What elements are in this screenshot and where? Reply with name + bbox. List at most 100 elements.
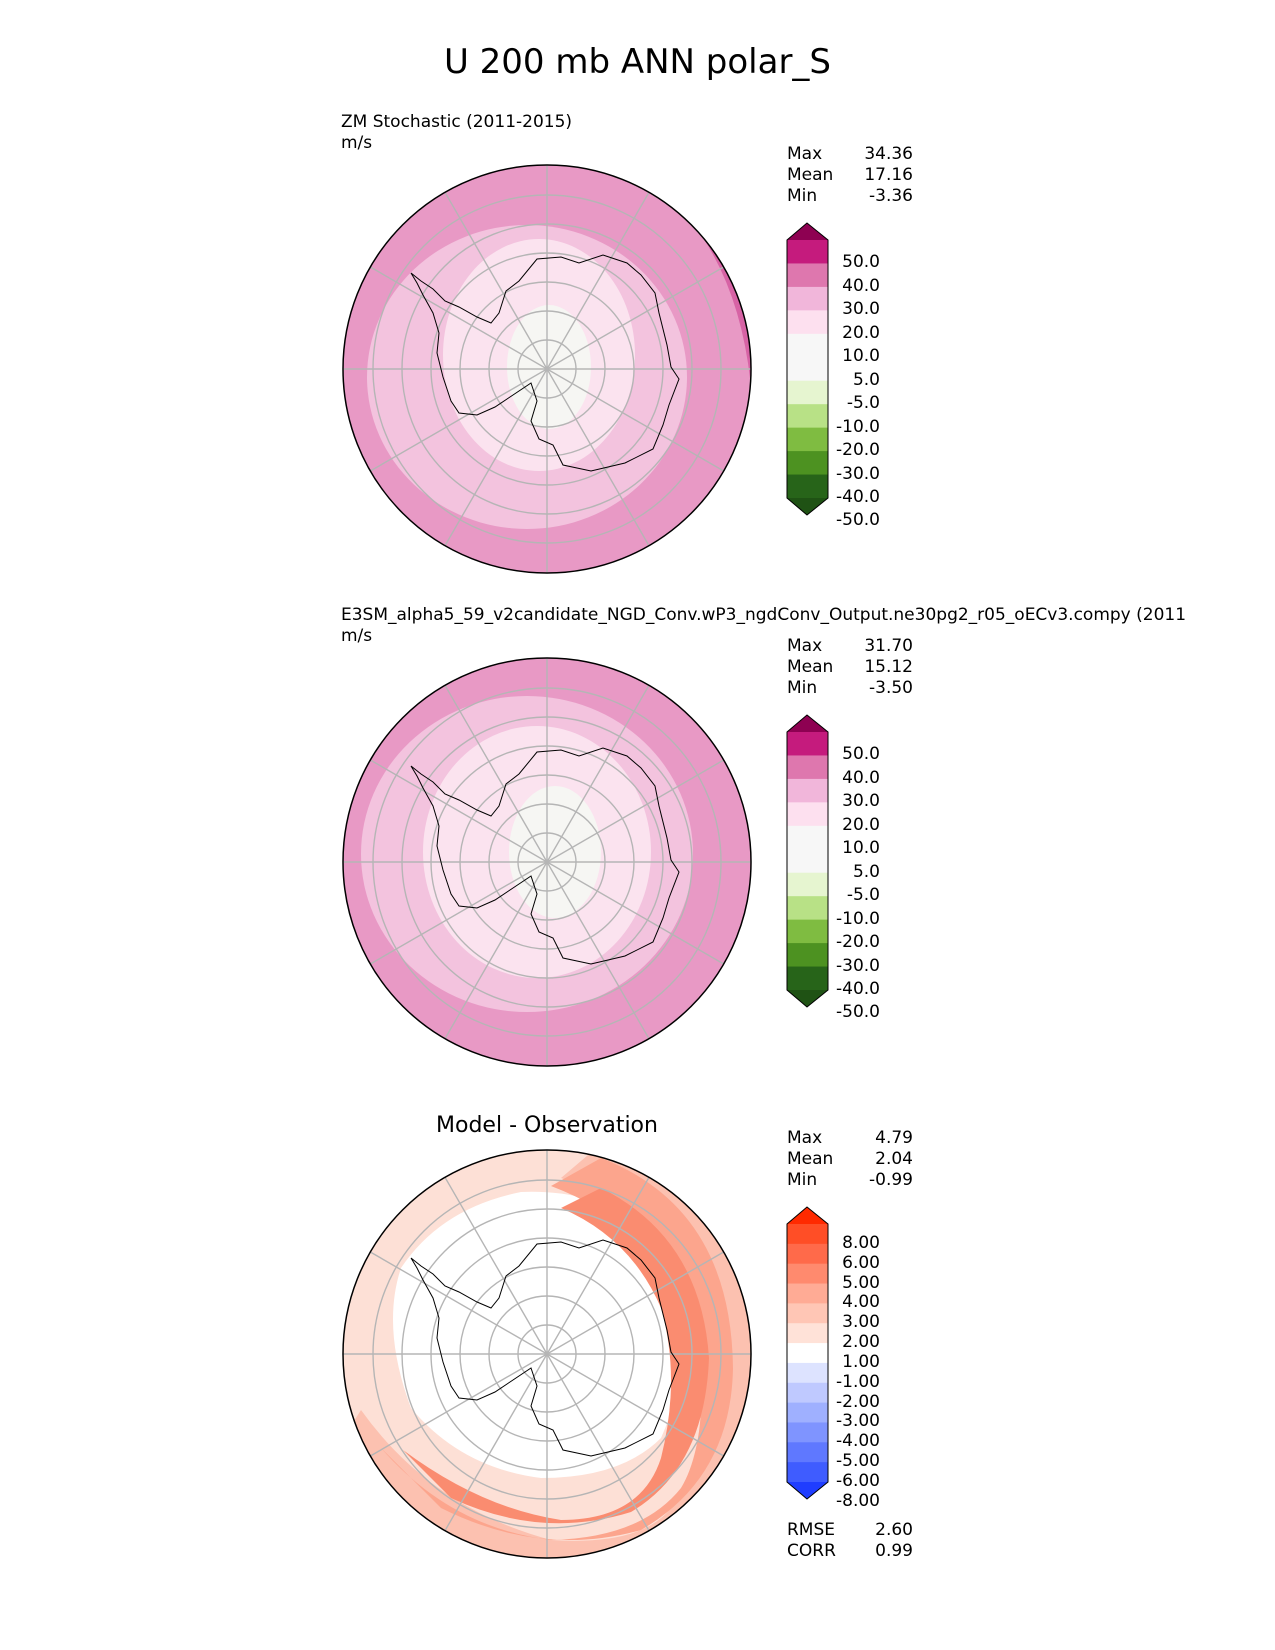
- panel-2-title: E3SM_alpha5_59_v2candidate_NGD_Conv.wP3_…: [341, 605, 1186, 647]
- panel-2-field: [343, 658, 751, 1066]
- colorbar-tick-label: -10.0: [836, 908, 880, 929]
- colorbar-tick-label: 20.0: [842, 322, 880, 343]
- antarctica-coastline: [410, 254, 680, 472]
- colorbar-tick-label: -20.0: [836, 440, 880, 461]
- colorbar-swatch: [787, 1362, 828, 1384]
- map-boundary: [342, 1149, 752, 1559]
- colorbar-swatch: [787, 1243, 828, 1265]
- panel-2-units: m/s: [341, 626, 373, 646]
- colorbar-tick-label: -40.0: [836, 487, 880, 507]
- colorbar-swatch: [787, 357, 828, 382]
- panel-3-title: Model - Observation: [436, 1113, 658, 1138]
- colorbar-tick-label: 4.00: [842, 1292, 880, 1313]
- colorbar-tick-label: -50.0: [836, 1002, 880, 1023]
- colorbar-tick-label: 10.0: [842, 838, 880, 859]
- colorbar-tick-label: -30.0: [836, 955, 880, 976]
- map-boundary: [342, 657, 752, 1067]
- panel-2-polar-map: [342, 657, 752, 1067]
- colorbar-extend-min: [787, 498, 828, 515]
- colorbar-tick-label: 3.00: [842, 1312, 880, 1333]
- colorbar-swatch: [787, 778, 828, 803]
- colorbar-tick-label: 40.0: [842, 767, 880, 788]
- colorbar-tick-label: 6.00: [842, 1252, 880, 1273]
- panel-2-mean: 15.12: [864, 657, 913, 677]
- colorbar-swatch: [787, 896, 828, 921]
- panel-1-min: -3.36: [869, 186, 913, 206]
- colorbar-tick-label: 5.0: [852, 861, 880, 882]
- panel-3-min: -0.99: [869, 1170, 913, 1190]
- panel-2-graticule: [343, 658, 751, 1066]
- colorbar-swatch: [787, 849, 828, 874]
- colorbar-tick-label: -5.0: [846, 393, 880, 414]
- colorbar-tick-label: -8.00: [836, 1490, 880, 1511]
- colorbar-swatch: [787, 755, 828, 780]
- field-band-1.5: [343, 1150, 751, 1558]
- colorbar-swatch: [787, 1283, 828, 1304]
- panel-1-name: ZM Stochastic (2011-2015): [341, 112, 573, 132]
- colorbar-tick-label: -40.0: [836, 979, 880, 999]
- panel-1-colorbar: [786, 222, 829, 516]
- colorbar-tick-label: 8.00: [842, 1232, 880, 1253]
- colorbar-swatch: [787, 404, 828, 429]
- panel-3-rmse: 2.60: [875, 1520, 913, 1540]
- colorbar-swatch: [787, 240, 828, 264]
- colorbar-swatch: [787, 1422, 828, 1443]
- meridian-line-6: [444, 684, 650, 1040]
- colorbar-tick-label: -10.0: [836, 416, 880, 437]
- panel-3-metrics: RMSE 2.60 CORR 0.99: [787, 1520, 913, 1561]
- panel-3-field: [343, 1150, 751, 1558]
- colorbar-swatch: [787, 1343, 828, 1364]
- colorbar-tick-label: -1.00: [836, 1371, 880, 1392]
- panel-2-max: 31.70: [864, 636, 913, 656]
- colorbar-tick-label: 5.0: [852, 369, 880, 390]
- colorbar-swatch: [787, 380, 828, 405]
- panel-1-polar-map: [342, 164, 752, 574]
- colorbar-tick-label: -6.00: [836, 1471, 880, 1491]
- colorbar-outline: [786, 1206, 829, 1500]
- colorbar-swatch: [787, 286, 828, 311]
- colorbar-tick-label: 30.0: [842, 791, 880, 812]
- colorbar-swatch: [787, 1224, 828, 1245]
- colorbar-outline: [786, 714, 829, 1008]
- panel-1-stats: Max 34.36 Mean 17.16 Min -3.36: [787, 144, 913, 206]
- colorbar-tick-label: 30.0: [842, 299, 880, 320]
- panel-3-colorbar: [786, 1206, 829, 1500]
- colorbar-tick-label: -2.00: [836, 1391, 880, 1412]
- figure-title: U 200 mb ANN polar_S: [443, 42, 832, 82]
- colorbar-tick-label: -5.0: [846, 885, 880, 906]
- colorbar-swatch: [787, 732, 828, 756]
- colorbar-swatch: [787, 1303, 828, 1324]
- meridian-line-6: [444, 1176, 650, 1532]
- colorbar-extend-max: [787, 715, 828, 732]
- colorbar-extend-min: [787, 1482, 828, 1499]
- antarctica-coastline: [410, 1239, 680, 1457]
- panel-1-title: ZM Stochastic (2011-2015) m/s: [341, 112, 572, 154]
- colorbar-swatch: [787, 1442, 828, 1463]
- colorbar-tick-label: -3.00: [836, 1411, 880, 1432]
- colorbar-tick-label: -20.0: [836, 932, 880, 953]
- colorbar-tick-label: 50.0: [842, 744, 880, 765]
- colorbar-swatch: [787, 474, 828, 499]
- panel-1-field: [343, 165, 751, 573]
- colorbar-swatch: [787, 825, 828, 850]
- panel-3-stats: Max 4.79 Mean 2.04 Min -0.99: [787, 1128, 913, 1190]
- colorbar-tick-label: -5.00: [836, 1451, 880, 1472]
- colorbar-extend-max: [787, 1207, 828, 1224]
- panel-3-corr: 0.99: [875, 1541, 913, 1561]
- meridian-line-6: [444, 191, 650, 547]
- colorbar-swatch: [787, 966, 828, 991]
- panel-1-units: m/s: [341, 133, 373, 153]
- colorbar-swatch: [787, 943, 828, 968]
- colorbar-extend-max: [787, 223, 828, 240]
- colorbar-tick-label: 1.00: [842, 1351, 880, 1372]
- antarctica-coastline: [410, 747, 680, 965]
- colorbar-tick-label: -30.0: [836, 463, 880, 484]
- field-band-2: [507, 305, 591, 429]
- panel-3-polar-map: [342, 1149, 752, 1559]
- map-boundary: [342, 164, 752, 574]
- colorbar-swatch: [787, 427, 828, 452]
- colorbar-swatch: [787, 333, 828, 358]
- colorbar-tick-label: 10.0: [842, 346, 880, 367]
- colorbar-swatch: [787, 1323, 828, 1344]
- panel-2-stats: Max 31.70 Mean 15.12 Min -3.50: [787, 636, 913, 698]
